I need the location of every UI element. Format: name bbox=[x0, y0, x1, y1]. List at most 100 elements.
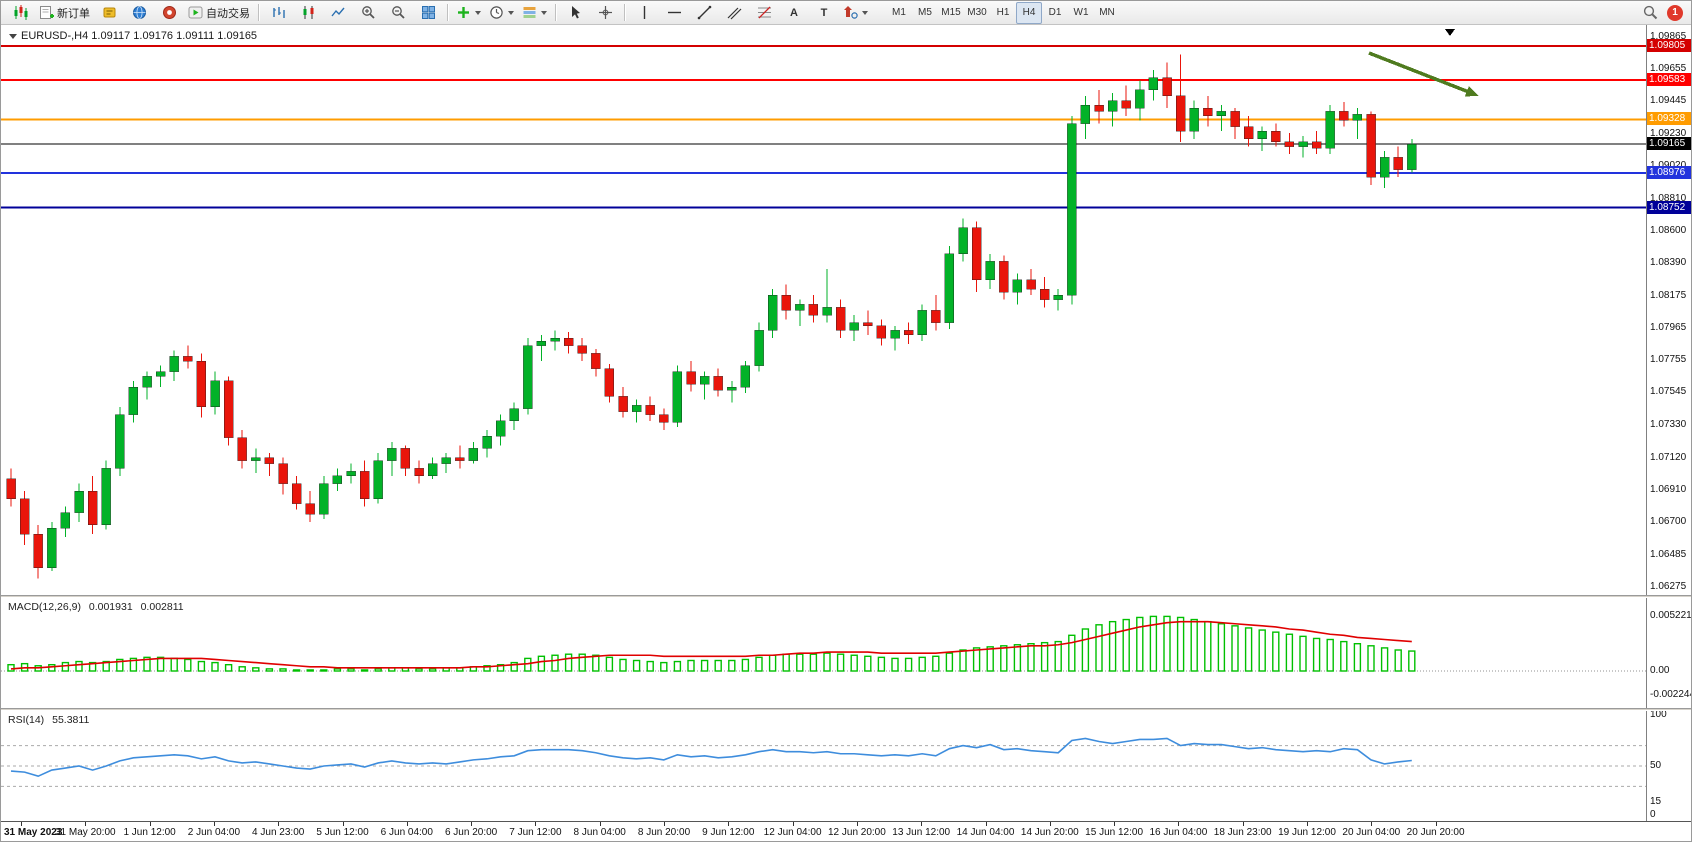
time-axis-tick bbox=[342, 822, 344, 826]
horizontal-lines-layer[interactable] bbox=[1, 45, 1646, 209]
time-axis-label: 6 Jun 04:00 bbox=[380, 827, 433, 838]
macd-signal-line bbox=[10, 620, 1412, 670]
rsi-axis-label: 50 bbox=[1650, 760, 1662, 771]
price-line-badge: 1.08752 bbox=[1647, 200, 1691, 214]
timeframe-d1-button[interactable]: D1 bbox=[1048, 7, 1062, 18]
timeframe-h1-button[interactable]: H1 bbox=[996, 7, 1010, 18]
timeframe-m30-button[interactable]: M30 bbox=[967, 7, 987, 18]
panel-separator[interactable] bbox=[1, 708, 1691, 711]
rsi-indicator-label: RSI(14) 55.3811 bbox=[8, 714, 89, 726]
time-axis-tick bbox=[1371, 822, 1373, 826]
text-tool-button[interactable]: A bbox=[779, 2, 809, 24]
line-chart-style-button[interactable] bbox=[323, 2, 353, 24]
price-axis-label: 1.06275 bbox=[1650, 581, 1687, 592]
time-axis-label: 31 May 2023 bbox=[4, 827, 63, 838]
new-chart-button[interactable] bbox=[5, 2, 35, 24]
crosshair-tool-button[interactable] bbox=[590, 2, 620, 24]
main-chart-svg[interactable] bbox=[1, 25, 1646, 595]
community-button[interactable] bbox=[154, 2, 184, 24]
time-axis-label: 16 Jun 04:00 bbox=[1149, 827, 1208, 838]
timeframe-mn-button[interactable]: MN bbox=[1099, 7, 1115, 18]
timeframe-m1-button[interactable]: M1 bbox=[892, 7, 906, 18]
periods-dropdown-button[interactable] bbox=[485, 2, 518, 24]
metaeditor-icon bbox=[103, 7, 115, 18]
timeframe-w1-button[interactable]: W1 bbox=[1073, 7, 1089, 18]
price-axis-label: 1.07965 bbox=[1650, 322, 1687, 334]
template-icon bbox=[523, 7, 536, 18]
rsi-axis-label: 100 bbox=[1650, 709, 1667, 720]
time-axis-label: 2 Jun 04:00 bbox=[187, 827, 241, 838]
macd-signal-value: 0.002811 bbox=[140, 601, 184, 613]
time-axis-label: 9 Jun 12:00 bbox=[702, 827, 755, 838]
shapes-dropdown-button[interactable] bbox=[839, 2, 872, 24]
panel-separator[interactable] bbox=[1, 595, 1691, 598]
price-line-badge: 1.08976 bbox=[1647, 166, 1691, 180]
one-click-trading-collapse-icon[interactable] bbox=[9, 33, 17, 39]
trend-arrow-annotation[interactable] bbox=[1368, 51, 1479, 97]
timeframe-h4-button[interactable]: H4 bbox=[1016, 1, 1042, 24]
macd-axis-label: -0.002244 bbox=[1650, 688, 1692, 700]
price-axis-label: 1.09230 bbox=[1650, 128, 1687, 140]
time-axis-tick bbox=[85, 822, 87, 826]
autotrading-button[interactable]: 自动交易 bbox=[184, 2, 254, 24]
horizontal-line-icon bbox=[667, 11, 681, 14]
indicators-dropdown-button[interactable] bbox=[452, 2, 485, 24]
cursor-tool-button[interactable] bbox=[560, 2, 590, 24]
rsi-axis-label: 15 bbox=[1650, 795, 1662, 807]
add-indicator-icon bbox=[458, 7, 469, 18]
candlestick-style-button[interactable] bbox=[293, 2, 323, 24]
time-axis-label: 15 Jun 12:00 bbox=[1085, 827, 1144, 838]
zoom-in-icon bbox=[361, 6, 375, 19]
metaeditor-button[interactable] bbox=[94, 2, 124, 24]
time-axis-tick bbox=[599, 822, 601, 826]
time-axis-tick bbox=[856, 822, 858, 826]
price-axis-label: 1.06485 bbox=[1650, 548, 1687, 560]
price-axis-label: 1.06700 bbox=[1650, 515, 1687, 527]
time-axis-tick bbox=[664, 822, 665, 826]
channel-tool-button[interactable] bbox=[719, 2, 749, 24]
chevron-down-icon bbox=[475, 10, 481, 15]
zoom-out-button[interactable] bbox=[383, 2, 413, 24]
price-axis-label: 1.07755 bbox=[1650, 354, 1687, 366]
toolbar-separator bbox=[624, 4, 625, 21]
timeframe-toolbar: M1 M5 M15 M30 H1 H4 D1 W1 MN bbox=[886, 1, 1120, 24]
timeframe-m5-button[interactable]: M5 bbox=[918, 7, 932, 18]
horizontal-line-tool-button[interactable] bbox=[659, 2, 689, 24]
price-axis-label: 1.07545 bbox=[1650, 386, 1687, 398]
vertical-line-tool-button[interactable] bbox=[629, 2, 659, 24]
bar-chart-style-button[interactable] bbox=[263, 2, 293, 24]
time-axis-tick bbox=[728, 822, 730, 826]
price-axis-label: 1.08175 bbox=[1650, 289, 1687, 301]
time-axis-label: 7 Jun 12:00 bbox=[509, 827, 562, 838]
price-axis-label: 1.09655 bbox=[1650, 63, 1687, 75]
rsi-name: RSI(14) bbox=[8, 714, 45, 726]
templates-dropdown-button[interactable] bbox=[518, 2, 551, 24]
text-tool-icon: A bbox=[790, 6, 798, 19]
new-order-button[interactable]: 新订单 bbox=[35, 2, 94, 24]
tile-windows-button[interactable] bbox=[413, 2, 443, 24]
price-axis-label: 1.09445 bbox=[1650, 95, 1687, 107]
zoom-in-button[interactable] bbox=[353, 2, 383, 24]
autotrading-play-icon bbox=[188, 6, 203, 19]
tile-windows-icon bbox=[421, 6, 435, 19]
chart-shift-marker-icon[interactable] bbox=[1445, 29, 1455, 36]
timeframe-m15-button[interactable]: M15 bbox=[941, 7, 961, 18]
fibonacci-tool-button[interactable] bbox=[749, 2, 779, 24]
chevron-down-icon bbox=[862, 10, 868, 15]
label-tool-icon: T bbox=[820, 6, 828, 19]
time-axis-tick bbox=[406, 822, 408, 826]
market-watch-button[interactable] bbox=[124, 2, 154, 24]
search-icon bbox=[1643, 5, 1657, 20]
time-axis-tick bbox=[1242, 822, 1244, 826]
search-button[interactable] bbox=[1635, 2, 1665, 24]
macd-panel-svg[interactable] bbox=[1, 598, 1646, 708]
rsi-panel-svg[interactable] bbox=[1, 711, 1646, 821]
time-axis-tick bbox=[1049, 822, 1051, 826]
time-axis-tick bbox=[1178, 822, 1180, 826]
price-axis-label: 1.09020 bbox=[1650, 160, 1686, 171]
trendline-icon bbox=[697, 5, 711, 20]
label-tool-button[interactable]: T bbox=[809, 2, 839, 24]
trendline-tool-button[interactable] bbox=[689, 2, 719, 24]
notification-badge[interactable]: 1 bbox=[1667, 4, 1683, 21]
time-axis: 31 May 2023 31 May 20:00 1 Jun 12:00 2 Jun … bbox=[1, 821, 1691, 841]
